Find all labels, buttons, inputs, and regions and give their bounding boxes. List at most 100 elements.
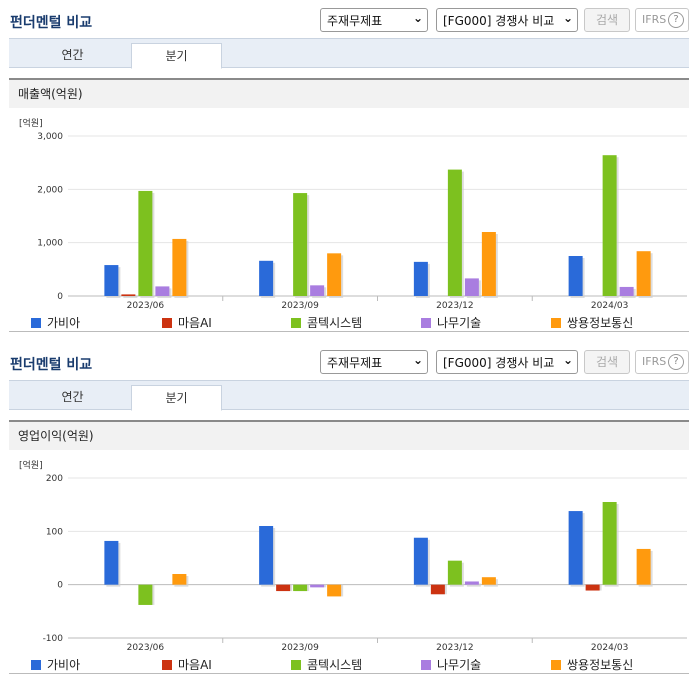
bar[interactable] (121, 294, 136, 296)
tab-quarterly[interactable]: 분기 (131, 385, 222, 411)
legend-item[interactable]: 콤텍시스템 (291, 314, 362, 331)
x-tick-label: 2023/09 (281, 301, 319, 311)
compare-select-value: [FG000] 경쟁사 비교 (443, 14, 555, 28)
legend-item[interactable]: 쌍용정보통신 (551, 314, 633, 331)
panel-title: 펀더멘털 비교 (10, 15, 93, 31)
legend-item[interactable]: 나무기술 (421, 656, 481, 673)
ifrs-label: IFRS (642, 355, 667, 368)
bar[interactable] (464, 278, 479, 296)
legend-item[interactable]: 콤텍시스템 (291, 656, 362, 673)
bar[interactable] (293, 193, 308, 296)
bar[interactable] (636, 548, 651, 585)
bar[interactable] (104, 540, 119, 585)
legend-label: 나무기술 (437, 658, 482, 672)
bar[interactable] (293, 584, 308, 592)
bar[interactable] (447, 169, 462, 296)
legend-swatch (31, 318, 41, 328)
period-tabs: 연간 분기 (9, 38, 689, 69)
y-unit-label: [억원] (19, 459, 43, 471)
legend-item[interactable]: 쌍용정보통신 (551, 656, 633, 673)
compare-select[interactable]: [FG000] 경쟁사 비교 ⌄ (436, 8, 578, 32)
bar[interactable] (568, 511, 583, 585)
search-button[interactable]: 검색 (584, 350, 630, 374)
bar-shadow (123, 296, 138, 298)
tab-annual[interactable]: 연간 (61, 390, 84, 404)
panel-title: 펀더멘털 비교 (10, 357, 93, 373)
bar[interactable] (430, 584, 445, 595)
x-tick-label: 2023/09 (281, 643, 319, 653)
bar[interactable] (259, 260, 274, 296)
bar[interactable] (447, 560, 462, 585)
search-button[interactable]: 검색 (584, 8, 630, 32)
x-tick-label: 2023/12 (436, 643, 473, 653)
bar[interactable] (310, 285, 325, 296)
statement-select[interactable]: 주재무제표 ⌄ (320, 350, 428, 374)
chevron-down-icon: ⌄ (562, 353, 573, 367)
fundamental-panel-operating-profit: 펀더멘털 비교 주재무제표 ⌄ [FG000] 경쟁사 비교 ⌄ 검색 IFRS… (0, 342, 696, 684)
bar-shadow (466, 583, 481, 587)
legend-item[interactable]: 가비아 (31, 656, 80, 673)
period-tabs: 연간 분기 (9, 380, 689, 411)
compare-select[interactable]: [FG000] 경쟁사 비교 ⌄ (436, 350, 578, 374)
legend-swatch (162, 660, 172, 670)
legend-label: 마음AI (178, 658, 212, 672)
bar[interactable] (172, 574, 187, 585)
legend-swatch (31, 660, 41, 670)
bar[interactable] (602, 155, 617, 296)
y-tick-label: 0 (57, 581, 63, 591)
bar[interactable] (327, 253, 342, 296)
x-tick-label: 2024/03 (591, 301, 628, 311)
tab-annual[interactable]: 연간 (61, 48, 84, 62)
bar[interactable] (276, 584, 291, 592)
ifrs-label: IFRS (642, 13, 667, 26)
bar[interactable] (155, 286, 170, 296)
bar[interactable] (138, 584, 153, 605)
ifrs-button[interactable]: IFRS ? (635, 350, 689, 374)
chart-title: 영업이익(억원) (9, 420, 689, 450)
bar[interactable] (481, 232, 496, 296)
bar[interactable] (138, 190, 153, 296)
bar[interactable] (413, 261, 428, 296)
legend-label: 가비아 (47, 658, 81, 672)
legend-label: 나무기술 (437, 316, 482, 330)
panel-header: 펀더멘털 비교 주재무제표 ⌄ [FG000] 경쟁사 비교 ⌄ 검색 IFRS… (0, 342, 696, 380)
legend-item[interactable]: 마음AI (162, 656, 212, 673)
legend-label: 가비아 (47, 316, 81, 330)
legend-label: 마음AI (178, 316, 212, 330)
ifrs-button[interactable]: IFRS ? (635, 8, 689, 32)
bar[interactable] (172, 238, 187, 296)
legend-item[interactable]: 가비아 (31, 314, 80, 331)
bar[interactable] (636, 251, 651, 296)
tab-quarterly[interactable]: 분기 (131, 43, 222, 69)
bar[interactable] (481, 577, 496, 585)
bar[interactable] (602, 502, 617, 585)
bar[interactable] (259, 526, 274, 585)
y-tick-label: 1,000 (37, 239, 63, 249)
bar[interactable] (413, 537, 428, 585)
statement-select[interactable]: 주재무제표 ⌄ (320, 8, 428, 32)
bar[interactable] (310, 584, 325, 588)
y-tick-label: 0 (57, 292, 63, 302)
x-tick-label: 2023/06 (127, 643, 165, 653)
legend-label: 콤텍시스템 (307, 316, 363, 330)
statement-select-value: 주재무제표 (327, 14, 383, 28)
legend-label: 쌍용정보통신 (567, 316, 634, 330)
bar[interactable] (464, 581, 479, 585)
legend-swatch (421, 318, 431, 328)
chart-legend: 가비아 마음AI 콤텍시스템 나무기술 쌍용정보통신 (9, 312, 689, 332)
bar[interactable] (568, 256, 583, 296)
help-icon[interactable]: ? (668, 354, 684, 370)
panel-header: 펀더멘털 비교 주재무제표 ⌄ [FG000] 경쟁사 비교 ⌄ 검색 IFRS… (0, 0, 696, 38)
operating-profit-chart: [억원]200 100 0 -100 2023/06 2023/09 2023/12 2024… (19, 459, 687, 653)
bar[interactable] (104, 265, 119, 296)
bar[interactable] (585, 584, 600, 591)
legend-item[interactable]: 마음AI (162, 314, 212, 331)
legend-swatch (551, 660, 561, 670)
fundamental-panel-revenue: 펀더멘털 비교 주재무제표 ⌄ [FG000] 경쟁사 비교 ⌄ 검색 IFRS… (0, 0, 696, 332)
statement-select-value: 주재무제표 (327, 356, 383, 370)
bar[interactable] (619, 286, 634, 296)
x-tick-label: 2023/06 (127, 301, 165, 311)
bar[interactable] (327, 584, 342, 597)
legend-item[interactable]: 나무기술 (421, 314, 481, 331)
help-icon[interactable]: ? (668, 12, 684, 28)
